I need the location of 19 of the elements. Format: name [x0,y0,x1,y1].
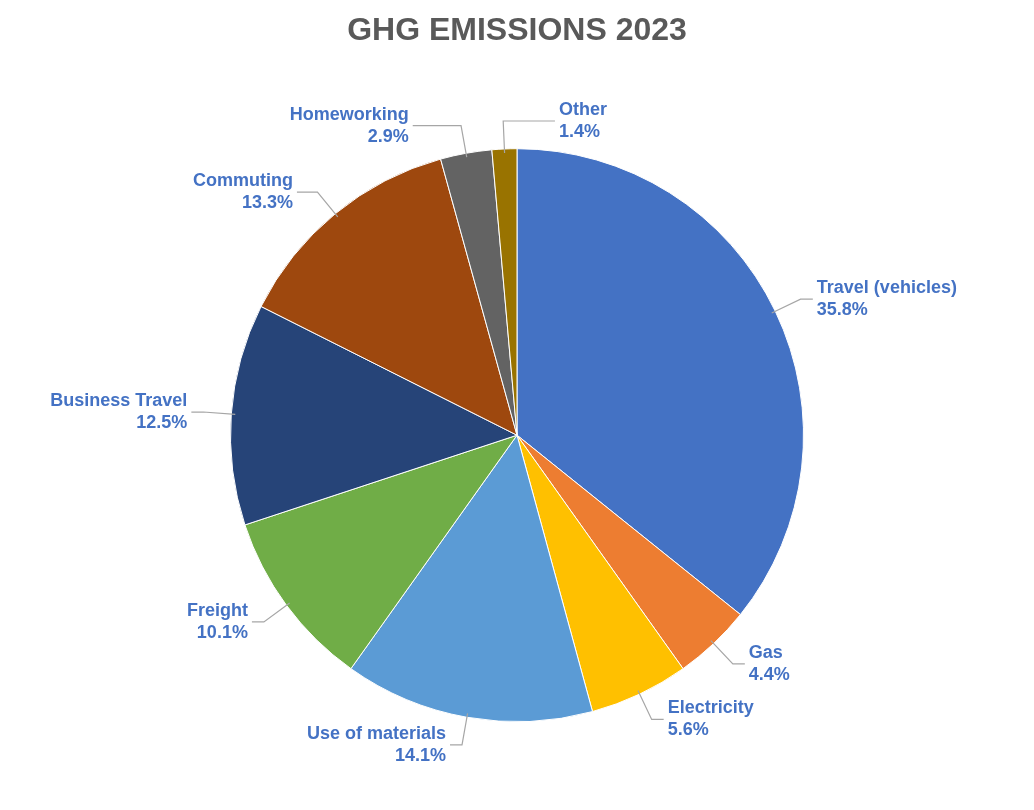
data-label: 10.1% [196,621,248,642]
data-label: 5.6% [667,719,709,740]
chart-title: GHG EMISSIONS 2023 [347,11,687,48]
slice-label: Commuting [192,170,293,191]
slice-label: Travel (vehicles) [816,277,957,298]
slice-label: Use of materials [306,722,447,743]
slice-label: Homeworking [289,103,409,124]
data-label: 2.9% [367,125,409,146]
slice-label: Other [558,98,607,119]
data-label: 12.5% [136,411,188,432]
data-label: 13.3% [241,192,293,213]
slice-label: Electricity [667,697,754,718]
data-label: 14.1% [394,744,447,765]
slice-label: Business Travel [50,389,188,410]
data-label: 1.4% [558,120,600,141]
data-label: 35.8% [816,299,868,320]
slice-label: Freight [186,599,248,620]
slice-label: Gas [748,641,783,662]
data-label: 4.4% [748,663,790,684]
